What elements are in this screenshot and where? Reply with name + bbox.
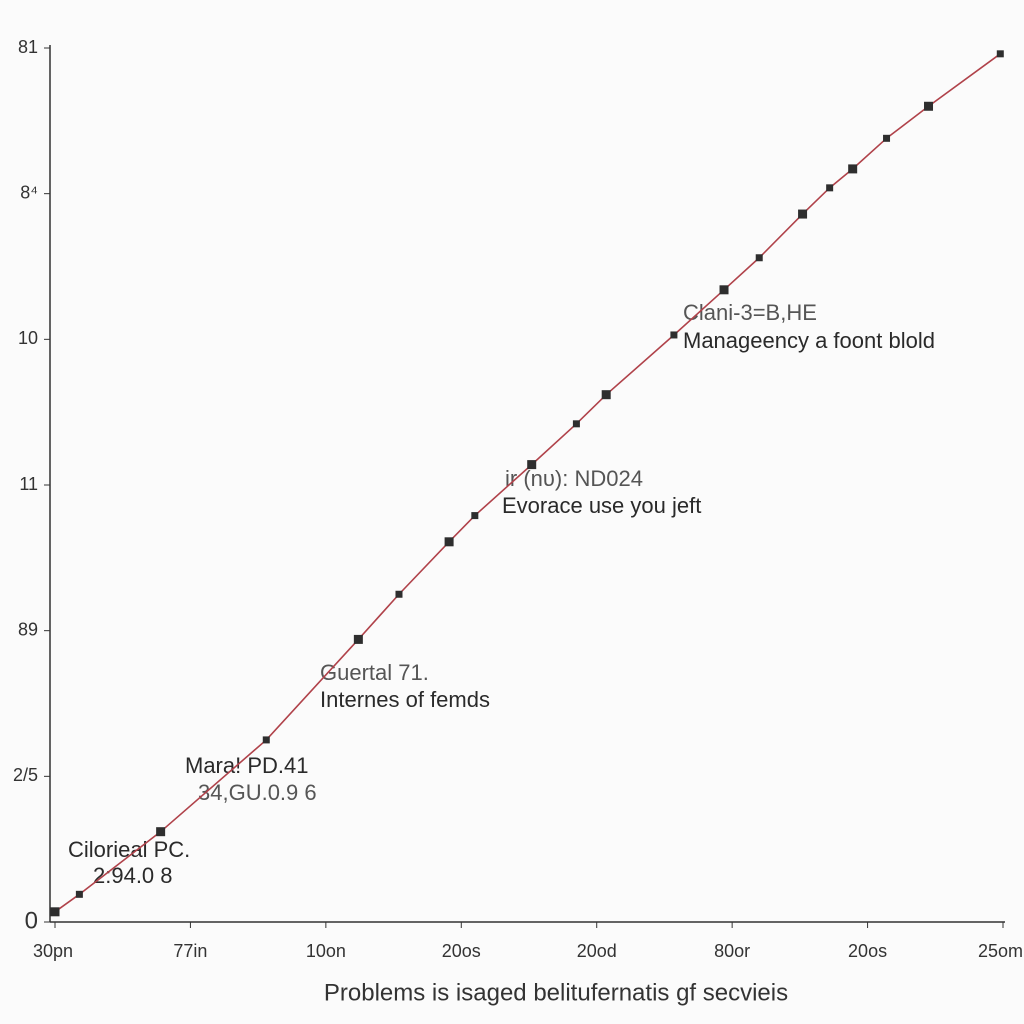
annotation: Evorace use you jeft xyxy=(502,493,701,518)
annotation: Internes of femds xyxy=(320,687,490,712)
annotation: Cilorieal PC. xyxy=(68,837,190,862)
y-tick-label: 0 xyxy=(25,907,38,934)
data-marker xyxy=(395,590,403,598)
data-marker xyxy=(848,164,858,174)
x-tick-label: 80or xyxy=(714,941,750,961)
data-marker xyxy=(156,827,166,837)
annotation: Manageency a foont blold xyxy=(683,328,935,353)
data-marker xyxy=(262,736,270,744)
data-marker xyxy=(924,101,934,111)
y-tick-label: 2/5 xyxy=(13,765,38,785)
data-marker xyxy=(719,285,729,295)
x-tick-label: 77in xyxy=(173,941,207,961)
annotation: 2:94.0 8 xyxy=(93,863,173,888)
x-tick-label: 20os xyxy=(848,941,887,961)
annotation: 34,GU.0.9 6 xyxy=(198,780,317,805)
data-marker xyxy=(527,460,537,470)
data-marker xyxy=(601,390,611,400)
data-marker xyxy=(798,209,808,219)
x-tick-label: 30pn xyxy=(33,941,73,961)
data-marker xyxy=(471,512,479,520)
data-marker xyxy=(670,331,678,339)
y-tick-label: 11 xyxy=(19,474,38,494)
x-tick-label: 20od xyxy=(577,941,617,961)
x-tick-label: 20os xyxy=(442,941,481,961)
y-tick-label: 10 xyxy=(18,328,38,348)
data-marker xyxy=(755,254,763,262)
data-marker xyxy=(883,134,891,142)
data-marker xyxy=(444,537,454,547)
data-marker xyxy=(826,184,834,192)
x-tick-label: 10on xyxy=(306,941,346,961)
y-tick-label: 89 xyxy=(18,619,38,639)
annotation: ir (nυ): ND024 xyxy=(505,466,643,491)
y-tick-label: 81 xyxy=(18,37,38,57)
annotation: Guertal 71. xyxy=(320,660,429,685)
x-axis-label: Problems is isaged belitufernatis gf sec… xyxy=(324,979,788,1006)
data-marker xyxy=(50,907,60,917)
data-marker xyxy=(572,420,580,428)
annotation: Clani-3=B,HE xyxy=(683,300,817,325)
data-marker xyxy=(353,634,363,644)
y-tick-label: 8⁴ xyxy=(20,182,38,202)
data-marker xyxy=(75,890,83,898)
data-marker xyxy=(996,50,1004,58)
x-tick-label: 25om xyxy=(978,941,1023,961)
